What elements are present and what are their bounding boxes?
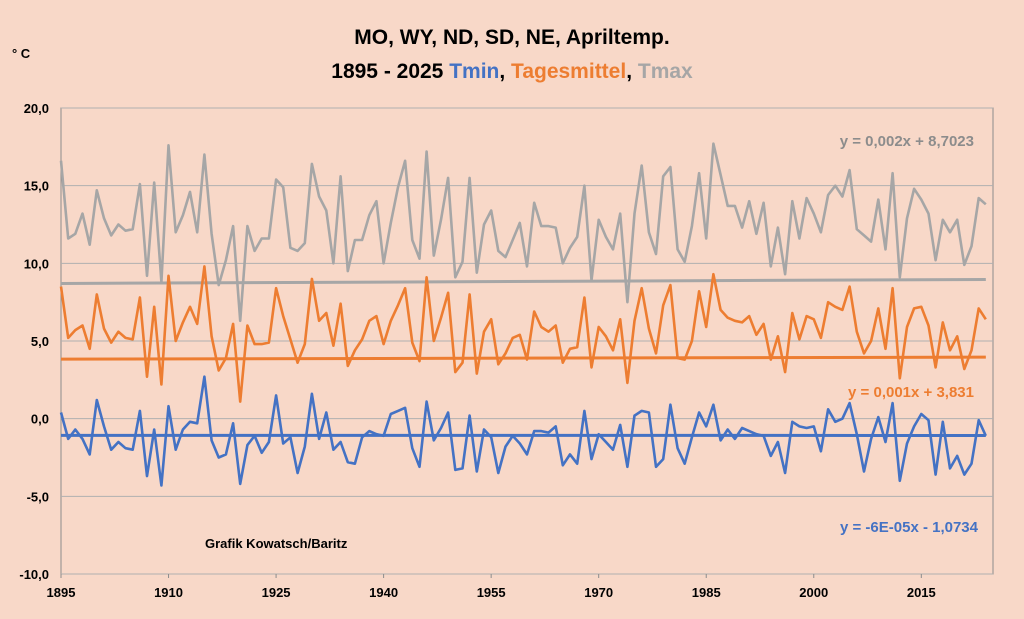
title-year-range: 1895 - 2025 [331,60,449,83]
series-lines [59,142,987,487]
tmin-trend-equation: y = -6E-05x - 1,0734 [840,519,979,536]
x-tick-label: 1925 [262,585,291,600]
chart-title-line1: MO, WY, ND, SD, NE, Apriltemp. [354,26,669,49]
y-axis-unit-label: ° C [12,46,31,61]
tmin-line [59,375,987,487]
y-tick-label: 0,0 [31,412,49,427]
x-tick-label: 1910 [154,585,183,600]
x-tick-label: 1895 [47,585,76,600]
y-tick-label: -10,0 [19,567,49,582]
x-tick-label: 1955 [477,585,506,600]
tagesmittel-trend-line [60,355,986,361]
y-tick-label: 20,0 [24,101,49,116]
x-tick-label: 2000 [799,585,828,600]
x-tick-label: 1970 [584,585,613,600]
y-tick-label: 5,0 [31,334,49,349]
y-tick-label: 10,0 [24,256,49,271]
tmax-trend-line [60,277,986,285]
x-tick-label: 1940 [369,585,398,600]
x-tick-label: 2015 [907,585,936,600]
y-tick-labels: 20,0 15,0 10,0 5,0 0,0 -5,0 -10,0 [19,101,49,582]
title-tagesmittel: Tagesmittel [511,60,626,83]
x-tick-labels: 1895 1910 1925 1940 1955 1970 1985 2000 2015 [47,574,936,600]
title-tmax: Tmax [638,60,693,83]
grid [61,107,993,575]
tmax-line [59,142,987,323]
y-tick-label: -5,0 [27,489,49,504]
chart-title-line2: 1895 - 2025 Tmin, Tagesmittel, Tmax [331,60,693,83]
title-tmin: Tmin [449,60,499,83]
tagesmittel-trend-equation: y = 0,001x + 3,831 [848,384,974,401]
y-tick-label: 15,0 [24,179,49,194]
credit-text: Grafik Kowatsch/Baritz [205,536,348,551]
tagesmittel-line [59,265,987,403]
x-tick-label: 1985 [692,585,721,600]
tmax-trend-equation: y = 0,002x + 8,7023 [840,133,974,150]
